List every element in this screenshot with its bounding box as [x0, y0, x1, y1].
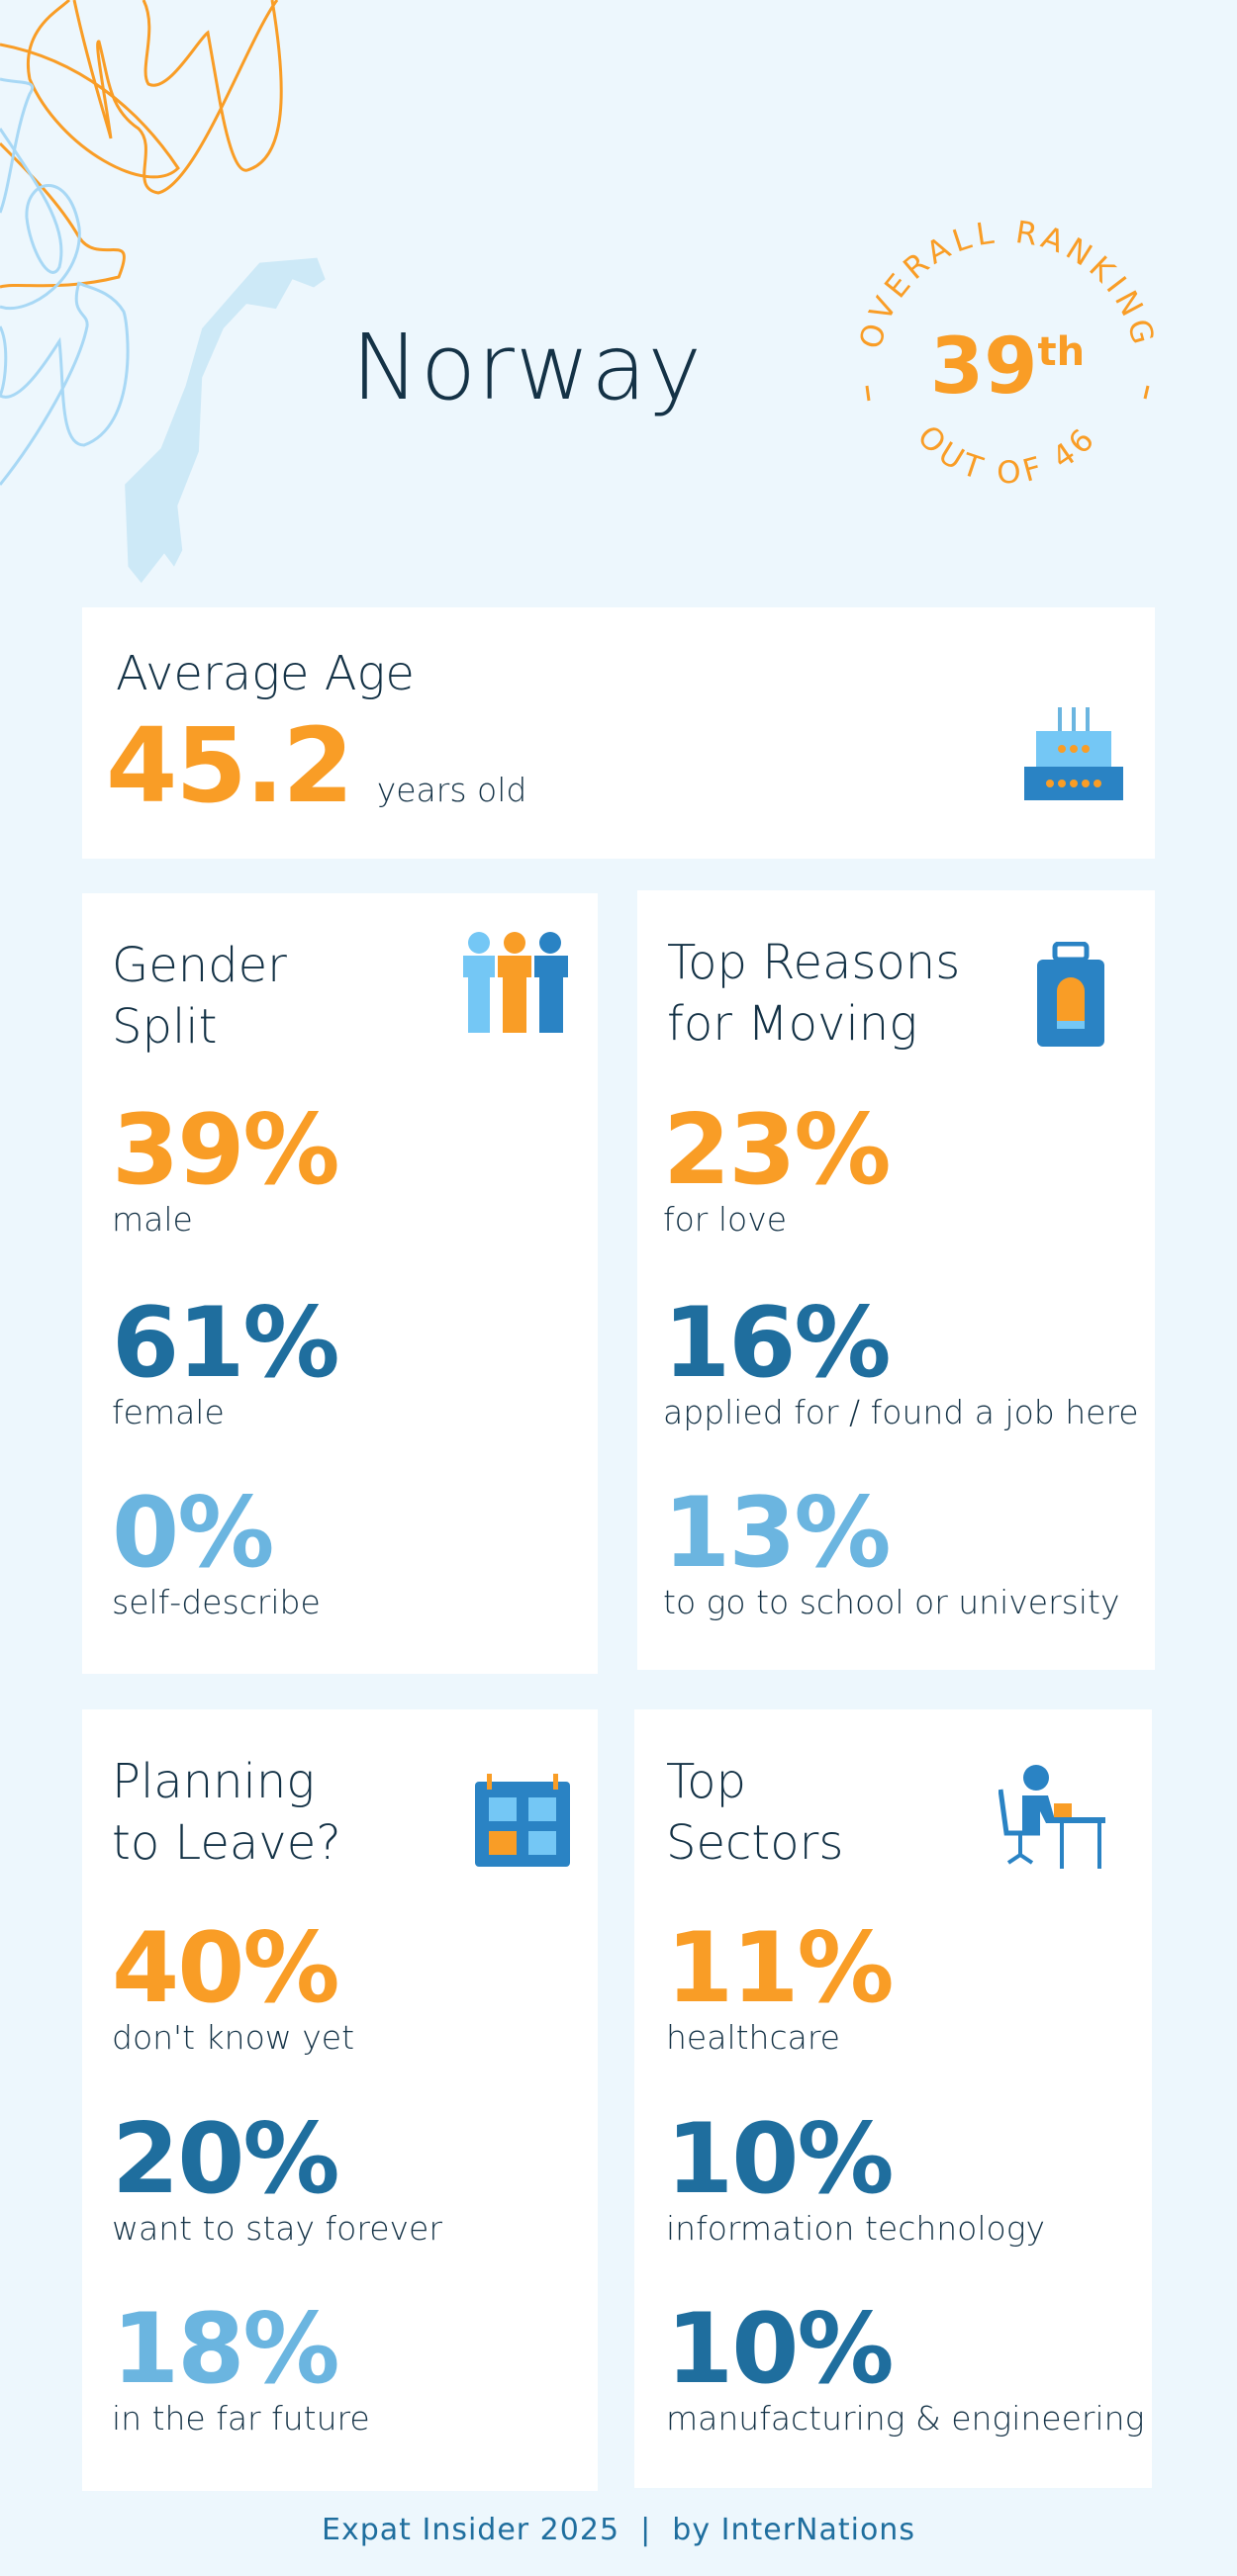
average-age-title: Average Age	[116, 646, 415, 701]
ranking-value: 39	[930, 322, 1038, 412]
stat-label: want to stay forever	[112, 2209, 442, 2248]
stat-value: 16%	[663, 1287, 892, 1400]
people-icon	[463, 932, 568, 1033]
stat-label: information technology	[666, 2209, 1046, 2248]
overall-ranking-badge: OVERALL RANKING OUT OF 46 39th	[853, 215, 1157, 492]
svg-text:OUT OF 46: OUT OF 46	[910, 418, 1104, 491]
stat-label: in the far future	[112, 2399, 370, 2438]
sectors-title-line2: Sectors	[666, 1815, 844, 1871]
stat-value: 20%	[112, 2103, 340, 2216]
stat-label: male	[112, 1200, 193, 1239]
gender-title-line1: Gender	[112, 938, 287, 993]
suitcase-icon	[1037, 942, 1104, 1047]
birthday-cake-icon	[1024, 707, 1123, 800]
stat-label: applied for / found a job here	[663, 1393, 1139, 1431]
gender-split-card: Gender Split 39% male 61% female 0% self-des…	[82, 893, 598, 1674]
sectors-title-line1: Top	[666, 1754, 746, 1809]
stat-value: 10%	[666, 2293, 895, 2406]
stat-label: don't know yet	[112, 2018, 355, 2057]
stat-value: 10%	[666, 2103, 895, 2216]
stat-value: 18%	[112, 2293, 340, 2406]
ranking-label-bottom: OUT OF 46	[910, 418, 1099, 491]
stat-label: healthcare	[666, 2018, 840, 2057]
top-reasons-card: Top Reasons for Moving 23% for love 16% app…	[637, 890, 1155, 1670]
stat-value: 0%	[112, 1477, 274, 1590]
stat-value: 23%	[663, 1094, 892, 1207]
stat-value: 61%	[112, 1287, 340, 1400]
decorative-lines	[0, 0, 326, 584]
stat-value: 39%	[112, 1094, 340, 1207]
average-age-value: 45.2	[106, 705, 354, 826]
stat-label: female	[112, 1393, 225, 1431]
stat-value: 40%	[112, 1912, 340, 2025]
reasons-title-line1: Top Reasons	[667, 935, 961, 990]
office-worker-icon	[999, 1765, 1105, 1869]
stat-value: 11%	[666, 1912, 895, 2025]
ranking-suffix: th	[1037, 329, 1085, 375]
stat-value: 13%	[663, 1477, 892, 1590]
footer-credit: Expat Insider 2025 | by InterNations	[322, 2513, 915, 2547]
svg-text:39th: 39th	[930, 322, 1085, 412]
average-age-unit: years old	[376, 771, 527, 809]
stat-label: manufacturing & engineering	[666, 2399, 1145, 2438]
average-age-card: Average Age 45.2 years old	[82, 607, 1155, 859]
stat-label: for love	[663, 1200, 788, 1239]
stat-label: to go to school or university	[663, 1583, 1120, 1621]
leave-title-line2: to Leave?	[112, 1815, 341, 1871]
norway-map-shape	[125, 257, 326, 584]
top-sectors-card: Top Sectors 11% healthcare 10% information …	[634, 1709, 1152, 2488]
gender-title-line2: Split	[112, 999, 218, 1055]
planning-to-leave-card: Planning to Leave? 40% don't know yet 20% w…	[82, 1709, 598, 2491]
calendar-icon	[475, 1774, 570, 1867]
leave-title-line1: Planning	[112, 1754, 316, 1809]
stat-label: self-describe	[112, 1583, 321, 1621]
reasons-title-line2: for Moving	[667, 996, 918, 1052]
country-title: Norway	[351, 315, 703, 420]
